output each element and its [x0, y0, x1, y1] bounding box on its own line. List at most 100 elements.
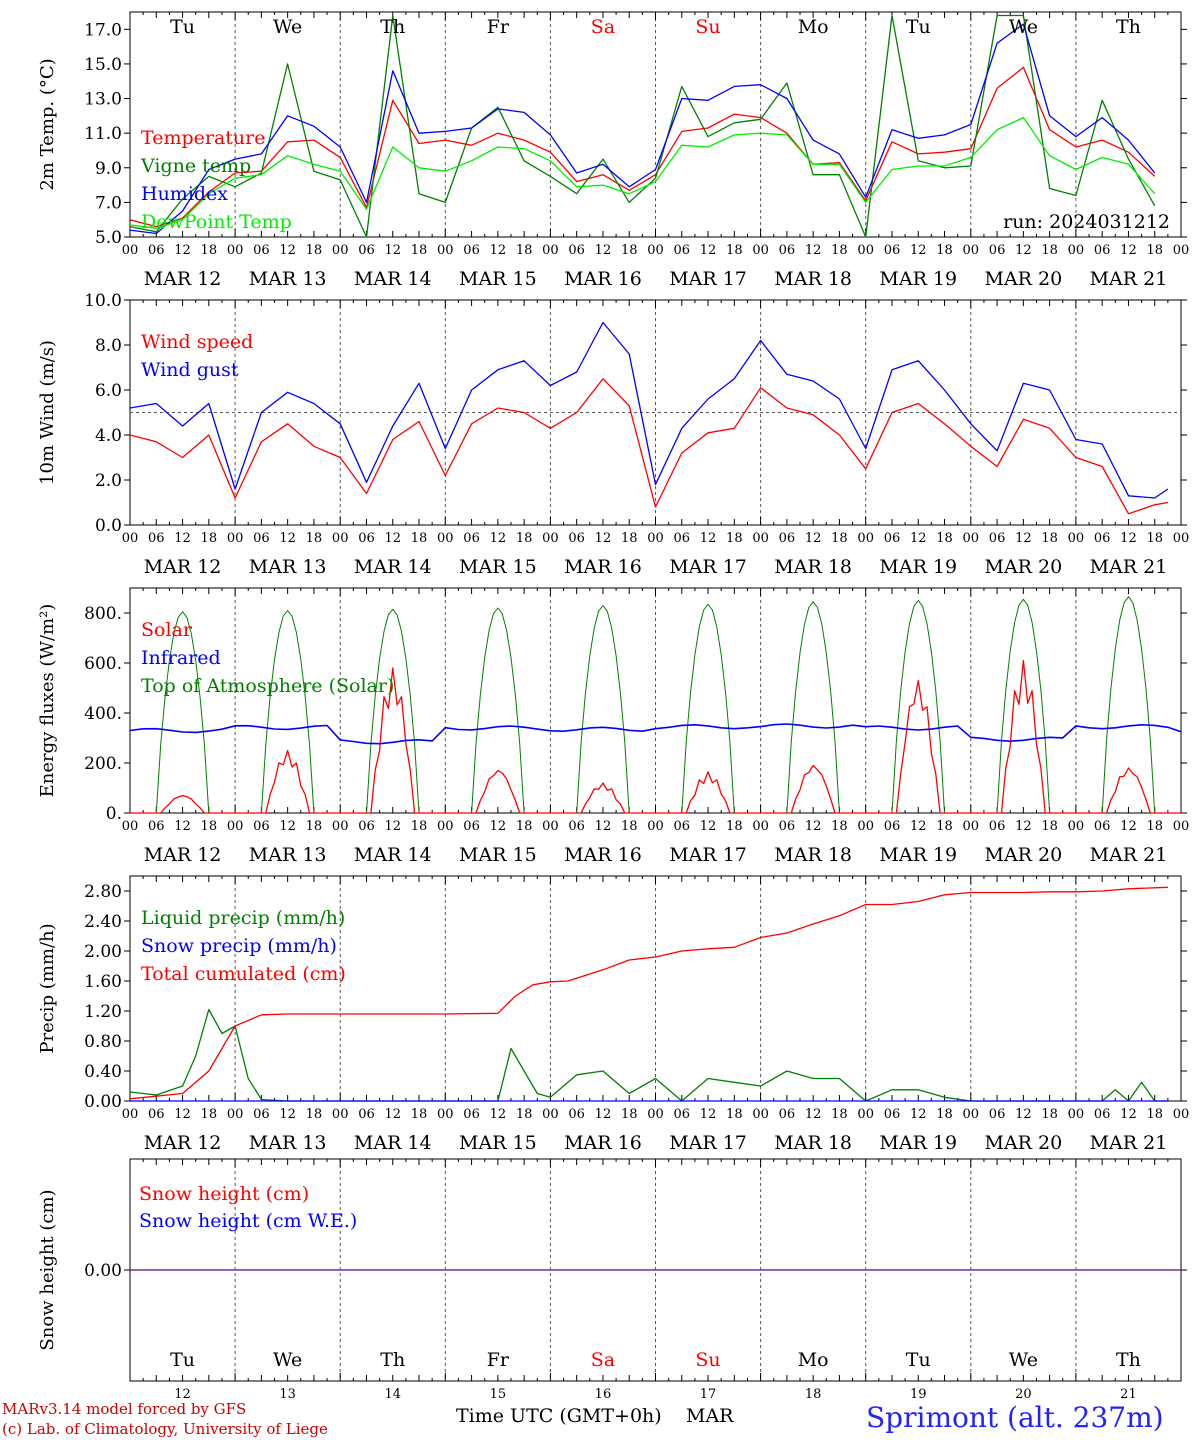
- hour-tick-label: 00: [647, 819, 664, 834]
- hour-tick-label: 06: [884, 243, 901, 258]
- hour-tick-label: 12: [700, 531, 717, 546]
- y-tick-label: 0.: [106, 804, 122, 824]
- hour-tick-label: 12: [1120, 243, 1137, 258]
- hour-tick-label: 12: [1120, 1107, 1137, 1122]
- hour-tick-label: 06: [779, 1107, 796, 1122]
- hour-tick-label: 06: [253, 1107, 270, 1122]
- hour-tick-label: 18: [201, 531, 218, 546]
- hour-tick-label: 18: [516, 531, 533, 546]
- series-line-wind-speed: [129, 378, 1169, 515]
- hour-tick-label: 00: [963, 531, 980, 546]
- y-tick-label: 0.00: [84, 1092, 122, 1112]
- date-label: MAR 16: [564, 844, 642, 866]
- day-name-label: Sa: [591, 16, 615, 38]
- hour-tick-label: 18: [411, 531, 428, 546]
- day-name-label: Mo: [798, 1349, 829, 1371]
- hour-tick-label: 18: [1041, 531, 1058, 546]
- legend-entry: Snow precip (mm/h): [141, 935, 337, 957]
- date-label: MAR 14: [354, 556, 432, 578]
- date-label: MAR 20: [984, 844, 1062, 866]
- series-line-wind-gust: [129, 321, 1169, 499]
- date-label: MAR 15: [459, 844, 537, 866]
- hour-tick-label: 06: [463, 243, 480, 258]
- hour-tick-label: 06: [568, 531, 585, 546]
- y-axis-label: 10m Wind (m/s): [37, 340, 58, 485]
- day-number-label: 20: [1015, 1387, 1032, 1402]
- hour-tick-label: 18: [1146, 1107, 1163, 1122]
- hour-tick-label: 12: [910, 243, 927, 258]
- date-label: MAR 20: [984, 268, 1062, 290]
- hour-tick-label: 00: [437, 243, 454, 258]
- hour-tick-label: 06: [674, 243, 691, 258]
- panel-snow: 0.00 Snow height (cm) Snow height (cm) Snow…: [37, 1158, 1187, 1402]
- date-label: MAR 21: [1090, 268, 1168, 290]
- hour-tick-label: 18: [936, 819, 953, 834]
- day-name-label: Th: [1116, 1349, 1141, 1371]
- date-label: MAR 12: [144, 1132, 222, 1154]
- series-line-temperature: [129, 66, 1156, 228]
- hour-tick-label: 18: [411, 1107, 428, 1122]
- date-label: MAR 15: [459, 556, 537, 578]
- day-name-label: Fr: [487, 1349, 510, 1371]
- hour-tick-label: 00: [227, 819, 244, 834]
- y-tick-label: 9.0: [95, 159, 122, 179]
- date-label: MAR 17: [669, 1132, 747, 1154]
- hour-tick-label: 00: [963, 819, 980, 834]
- hour-tick-label: 06: [148, 243, 165, 258]
- y-axis-label: Energy fluxes (W/m²): [37, 604, 58, 798]
- date-label: MAR 18: [774, 1132, 852, 1154]
- hour-tick-label: 00: [332, 819, 349, 834]
- time-axis-title: Time UTC (GMT+0h): [456, 1405, 662, 1427]
- hour-tick-label: 18: [831, 531, 848, 546]
- legend-entry: Snow height (cm W.E.): [139, 1210, 357, 1232]
- series-line-vigne-temp: [129, 14, 1156, 238]
- hour-tick-label: 06: [989, 819, 1006, 834]
- hour-tick-label: 00: [857, 531, 874, 546]
- hour-tick-label: 00: [1173, 531, 1190, 546]
- hour-tick-label: 12: [174, 243, 191, 258]
- hour-tick-label: 18: [201, 1107, 218, 1122]
- y-tick-label: 8.0: [95, 336, 122, 356]
- day-name-label: Th: [1116, 16, 1141, 38]
- month-label: MAR: [686, 1405, 734, 1427]
- panel-fluxes: 00 06 12 18 00 06 12 18 00 06 12 18 00 06 12 18 00 06 12 18…: [37, 587, 1189, 866]
- hour-tick-label: 12: [1015, 243, 1032, 258]
- hour-tick-label: 12: [490, 243, 507, 258]
- hour-tick-label: 12: [1015, 819, 1032, 834]
- station-label: Sprimont (alt. 237m): [866, 1401, 1164, 1434]
- hour-tick-label: 18: [306, 243, 323, 258]
- day-number-label: 15: [490, 1387, 507, 1402]
- hour-tick-label: 00: [857, 1107, 874, 1122]
- day-name-label: Th: [380, 1349, 405, 1371]
- date-label: MAR 13: [249, 268, 327, 290]
- date-label: MAR 19: [879, 844, 957, 866]
- hour-tick-label: 06: [148, 1107, 165, 1122]
- hour-tick-label: 06: [989, 531, 1006, 546]
- hour-tick-label: 06: [358, 1107, 375, 1122]
- legend-entry: Top of Atmosphere (Solar): [141, 675, 394, 697]
- footer-credit-line: (c) Lab. of Climatology, University of L…: [2, 1420, 328, 1438]
- hour-tick-label: 12: [910, 531, 927, 546]
- y-tick-label: 2.80: [84, 882, 122, 902]
- hour-tick-label: 12: [279, 531, 296, 546]
- hour-tick-label: 06: [884, 1107, 901, 1122]
- hour-tick-label: 18: [726, 819, 743, 834]
- hour-tick-label: 00: [752, 243, 769, 258]
- hour-tick-label: 06: [148, 819, 165, 834]
- date-label: MAR 14: [354, 844, 432, 866]
- hour-tick-label: 00: [332, 531, 349, 546]
- hour-tick-label: 12: [805, 243, 822, 258]
- hour-tick-label: 00: [1173, 1107, 1190, 1122]
- hour-tick-label: 12: [910, 819, 927, 834]
- legend-entry: Humidex: [141, 183, 228, 205]
- legend-entry: Solar: [141, 619, 193, 641]
- hour-tick-label: 00: [1173, 243, 1190, 258]
- hour-tick-label: 18: [621, 531, 638, 546]
- hour-tick-label: 18: [306, 531, 323, 546]
- legend-entry: Liquid precip (mm/h): [141, 907, 345, 929]
- date-label: MAR 16: [564, 268, 642, 290]
- y-axis-label: Snow height (cm): [37, 1189, 58, 1350]
- day-name-label: Fr: [487, 16, 510, 38]
- date-label: MAR 17: [669, 268, 747, 290]
- hour-tick-label: 12: [700, 819, 717, 834]
